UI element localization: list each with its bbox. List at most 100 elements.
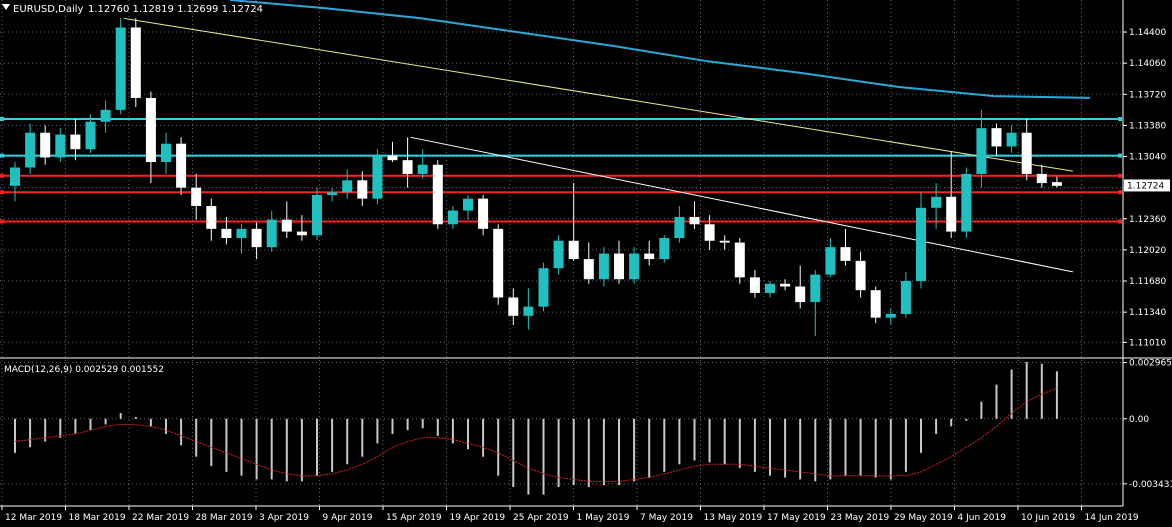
candle-bull (553, 240, 564, 269)
candle-bear (191, 187, 202, 206)
candle-bear (145, 97, 156, 163)
candle-bull (538, 268, 549, 307)
candles (10, 18, 1062, 336)
candle-bear (795, 286, 806, 303)
candle-bear (644, 253, 655, 260)
level-handle[interactable] (1118, 117, 1122, 121)
candle-bear (583, 259, 594, 280)
candle-bear (946, 196, 957, 232)
y-tick-label: 1.14060 (1129, 59, 1166, 69)
y-tick-label: 1.12360 (1129, 215, 1166, 225)
candle-bull (885, 313, 896, 318)
x-tick-label: 7 May 2019 (640, 513, 693, 523)
macd-header: MACD(12,26,9) 0.002529 0.001552 (4, 365, 164, 375)
level-handle[interactable] (0, 219, 4, 224)
level-handle[interactable] (0, 173, 4, 178)
level-handle[interactable] (0, 153, 4, 158)
candle-bull (327, 192, 338, 195)
x-tick-label: 13 May 2019 (704, 513, 763, 523)
x-tick-label: 1 May 2019 (577, 513, 630, 523)
candle-bull (629, 253, 640, 280)
candle-bull (312, 194, 322, 236)
candle-bull (115, 27, 126, 110)
candle-bull (236, 228, 247, 238)
level-handle[interactable] (1118, 173, 1122, 178)
chevron-down-icon[interactable] (2, 4, 10, 10)
candle-bull (810, 274, 821, 303)
candle-bear (493, 228, 504, 298)
level-handle[interactable] (1118, 153, 1122, 158)
candle-bear (402, 160, 413, 174)
candle-bear (130, 27, 141, 98)
candle-bear (251, 228, 262, 248)
candle-bear (780, 283, 791, 287)
candle-bull (342, 180, 353, 193)
candle-bull (372, 155, 383, 199)
candle-bear (40, 132, 51, 158)
trend-line-white (410, 136, 1073, 273)
candle-bull (1006, 132, 1017, 147)
x-tick-label: 28 Mar 2019 (196, 513, 253, 523)
candle-bull (598, 253, 609, 280)
candle-bear (478, 198, 489, 229)
candle-bear (296, 231, 307, 236)
candle-bull (100, 109, 111, 122)
candle-bear (855, 260, 866, 291)
candle-bull (931, 196, 942, 208)
candle-bear (870, 290, 881, 318)
candle-bear (689, 216, 700, 225)
candle-bear (568, 240, 579, 260)
trend-line-yellow (123, 17, 1073, 172)
candle-bull (463, 198, 473, 211)
horizontal-levels[interactable] (0, 117, 1122, 224)
candle-bull (961, 173, 972, 232)
candle-bull (976, 128, 987, 174)
y-tick-label: 1.11680 (1129, 277, 1166, 287)
macd-signal-line (14, 387, 1058, 482)
candle-bull (825, 247, 836, 275)
chart-symbol: EURUSD,Daily (13, 4, 84, 15)
candle-bear (734, 242, 745, 278)
candle-bull (266, 219, 277, 248)
candle-bull (659, 238, 670, 260)
candle-bull (523, 306, 534, 316)
x-tick-label: 18 Mar 2019 (69, 513, 126, 523)
level-handle[interactable] (0, 190, 4, 195)
candle-bear (281, 219, 292, 232)
macd-y-tick-label: -0.003431 (1129, 480, 1172, 490)
candle-bull (85, 121, 96, 150)
x-tick-label: 14 Jun 2019 (1085, 513, 1139, 523)
candle-bear (508, 297, 519, 316)
candle-bear (221, 228, 232, 238)
y-tick-label: 1.13720 (1129, 90, 1166, 100)
candle-bear (1021, 132, 1032, 174)
x-tick-label: 19 Apr 2019 (450, 513, 506, 523)
level-handle[interactable] (1118, 190, 1122, 195)
x-tick-label: 12 Mar 2019 (5, 513, 62, 523)
x-tick-label: 15 Apr 2019 (386, 513, 442, 523)
x-tick-label: 4 Jun 2019 (958, 513, 1007, 523)
current-price-label: 1.12724 (1127, 181, 1164, 191)
macd-y-tick-label: 0.00 (1129, 415, 1149, 425)
y-tick-label: 1.11340 (1129, 308, 1166, 318)
candle-bear (991, 128, 1002, 147)
candle-bear (70, 134, 81, 150)
level-handle[interactable] (0, 117, 4, 121)
current-price-box (1124, 179, 1170, 192)
candle-bear (840, 247, 851, 261)
candle-bear (432, 164, 443, 225)
x-tick-label: 29 May 2019 (894, 513, 953, 523)
candle-bull (55, 134, 66, 158)
candle-bear (719, 240, 730, 243)
candle-bull (417, 164, 428, 174)
candle-bull (161, 143, 171, 163)
level-handle[interactable] (1118, 219, 1122, 224)
candle-bear (206, 205, 217, 229)
candle-bull (900, 281, 911, 314)
chart-ohlc: 1.12760 1.12819 1.12699 1.12724 (88, 4, 263, 15)
candle-bull (916, 207, 926, 282)
macd-y-tick-label: 0.002965 (1129, 359, 1172, 369)
x-tick-label: 9 Apr 2019 (323, 513, 373, 523)
